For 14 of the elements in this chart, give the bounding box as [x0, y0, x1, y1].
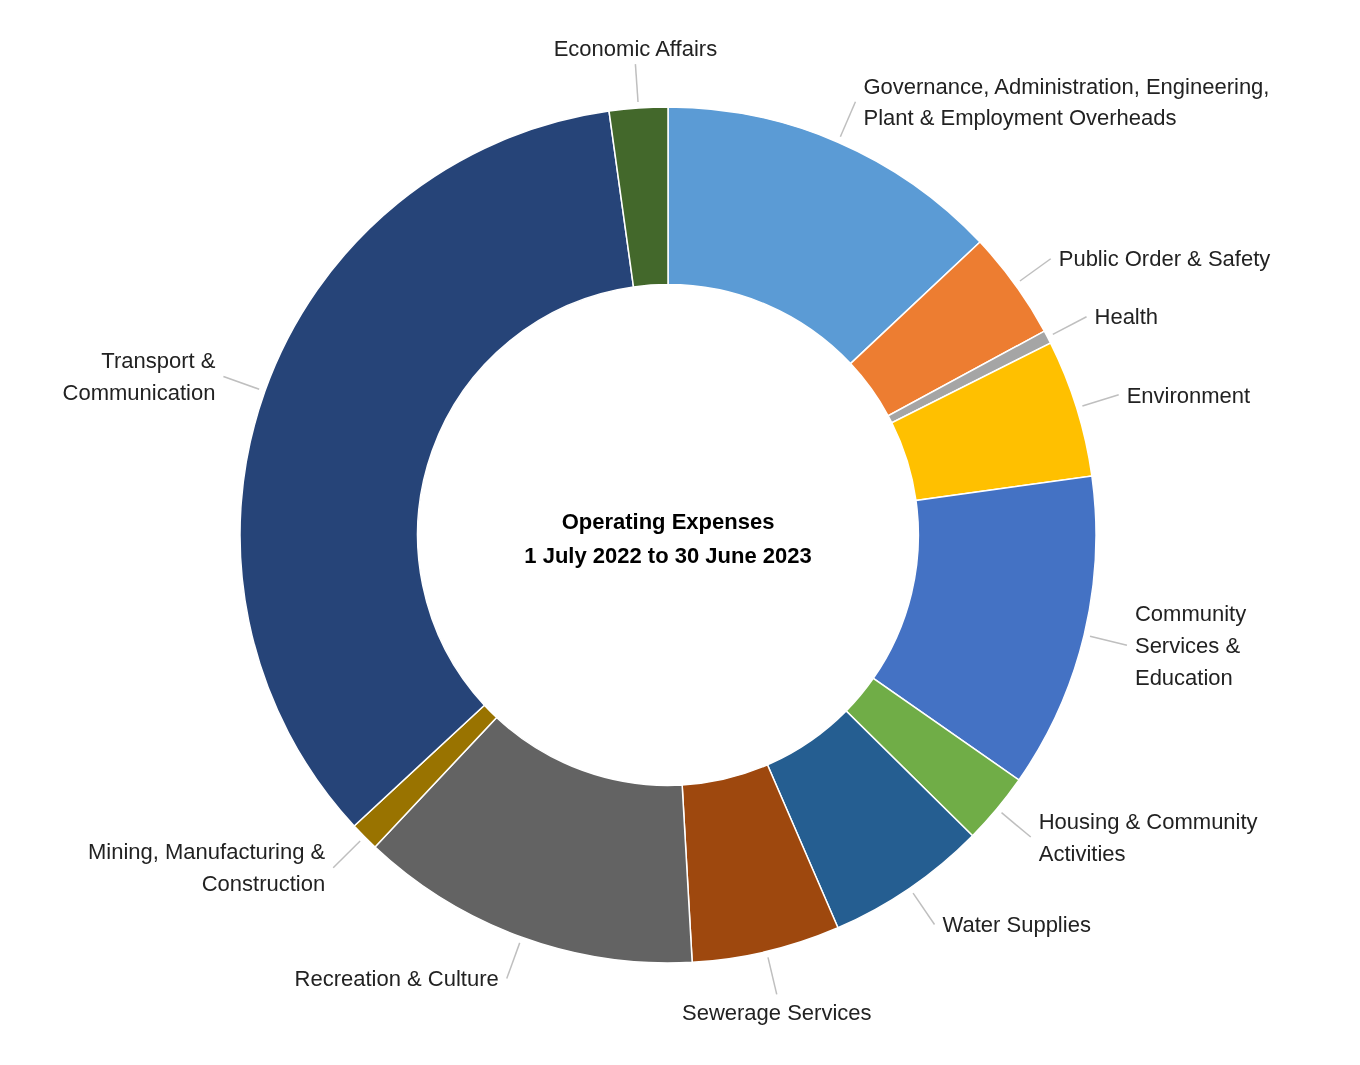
slice-label: Housing & Community Activities [1038, 808, 1258, 866]
slice-label: Health [1094, 304, 1159, 330]
text: Operating Expenses [561, 509, 775, 534]
slice-label: Economic Affairs [553, 36, 718, 62]
slice-label: Mining, Manufacturing & Construction [87, 839, 326, 897]
slice-label: Environment [1126, 382, 1251, 408]
slice-label: Community Services & Education [1134, 600, 1247, 690]
slice-label: Water Supplies [942, 912, 1091, 938]
slice-label: Public Order & Safety [1058, 246, 1271, 272]
slice-label: Transport & Communication [62, 348, 216, 406]
slice-label: Governance, Administration, Engineering, Plant & Employment Overheads [863, 73, 1270, 131]
slice-label: Sewerage Services [681, 999, 872, 1025]
text: 1 July 2022 to 30 June 2023 [524, 543, 812, 568]
slice-label: Recreation & Culture [294, 966, 499, 992]
